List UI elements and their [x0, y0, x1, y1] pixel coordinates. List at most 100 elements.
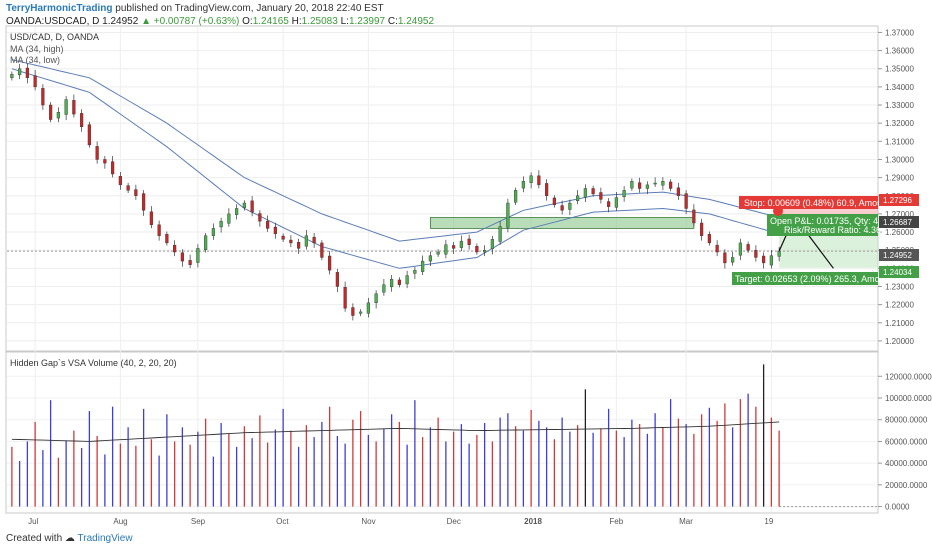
symbol-header: OANDA:USDCAD, D 1.24952 ▲ +0.00787 (+0.6…: [6, 16, 434, 27]
time-tick-label: 2018: [524, 517, 542, 526]
candle-body: [777, 250, 781, 257]
chart-title: USD/CAD, D, OANDA: [10, 32, 99, 42]
candle-body: [281, 235, 285, 240]
time-tick-label: 19: [764, 517, 773, 526]
candle-body: [614, 197, 618, 208]
volume-ma-line: [11, 421, 780, 442]
candle-body: [638, 182, 642, 189]
candle-body: [599, 192, 603, 200]
ma-high-line: [11, 59, 780, 242]
candle-body: [413, 269, 417, 274]
candle-body: [428, 255, 432, 262]
volume-tick-label: 80000.0000: [885, 416, 928, 425]
candle-body: [382, 284, 386, 293]
candle-body: [33, 75, 37, 88]
entry-price-text: 1.26687: [883, 218, 912, 227]
candle-body: [211, 228, 215, 236]
price-tick-label: 1.34000: [885, 83, 914, 92]
author-link[interactable]: TerryHarmonicTrading: [6, 3, 113, 14]
price-tick-label: 1.30000: [885, 155, 914, 164]
candle-body: [304, 235, 308, 247]
candle-body: [397, 279, 401, 285]
low-value: 1.23997: [348, 16, 386, 27]
candle-body: [188, 260, 192, 265]
legend-ma-low: MA (34, low): [10, 55, 60, 65]
volume-axis: 120000.0000 100000.0000 80000.0000 60000.00…: [878, 372, 932, 512]
price-tick-label: 1.33000: [885, 101, 914, 110]
stop-price-tag: [879, 194, 919, 206]
volume-bars: [11, 364, 877, 508]
time-tick-label: Aug: [113, 517, 127, 526]
last-price-text: 1.24952: [883, 251, 912, 260]
candle-body: [405, 275, 409, 285]
time-tick-label: Jul: [28, 517, 38, 526]
open-pl-box: [767, 214, 878, 236]
stop-marker-icon[interactable]: [773, 206, 783, 216]
candle-body: [715, 244, 719, 253]
time-tick-label: Sep: [191, 517, 206, 526]
candle-body: [273, 226, 277, 235]
candle-body: [769, 255, 773, 266]
price-change: ▲ +0.00787 (+0.63%): [141, 16, 240, 27]
candle-body: [335, 272, 339, 287]
candle-body: [173, 244, 177, 253]
entry-price-tag: [879, 216, 919, 228]
candle-body: [669, 181, 673, 189]
target-label-box: [732, 272, 878, 285]
candle-body: [343, 287, 347, 309]
stop-label: Stop: 0.00609 (0.48%) 60.9, Amoun: [744, 198, 887, 208]
candle-body: [738, 242, 742, 256]
high-value: 1.25083: [301, 16, 338, 27]
candle-body: [475, 246, 479, 253]
support-zone: [429, 217, 695, 229]
price-tick-label: 1.21000: [885, 319, 914, 328]
price-tick-label: 1.35000: [885, 65, 914, 74]
candle-body: [149, 211, 153, 225]
candle-body: [436, 251, 440, 255]
price-tick-label: 1.36000: [885, 47, 914, 56]
candle-body: [514, 190, 518, 203]
candle-body: [661, 181, 665, 186]
candle-body: [545, 183, 549, 196]
price-pane-frame: [5, 25, 879, 352]
candle-body: [684, 193, 688, 209]
price-tick-label: 1.27000: [885, 210, 914, 219]
candle-body: [165, 234, 169, 244]
volume-tick-label: 100000.0000: [885, 394, 932, 403]
candle-body: [64, 99, 68, 115]
candle-body: [723, 252, 727, 264]
candle-body: [312, 236, 316, 244]
candle-body: [490, 239, 494, 249]
candle-body: [250, 200, 254, 213]
target-label: Target: 0.02653 (2.09%) 265.3, Amoun: [735, 274, 890, 284]
symbol-label: OANDA:USDCAD, D: [6, 16, 100, 27]
volume-tick-label: 120000.0000: [885, 372, 932, 381]
candle-body: [467, 238, 471, 245]
open-label: O:: [242, 16, 253, 27]
candle-body: [390, 279, 394, 288]
candle-body: [242, 202, 246, 208]
last-price: 1.24952: [102, 16, 139, 27]
candle-body: [583, 188, 587, 198]
candle-body: [498, 226, 502, 242]
candle-body: [142, 193, 146, 211]
candle-body: [111, 161, 115, 175]
time-tick-label: Nov: [361, 517, 375, 526]
candle-body: [320, 242, 324, 258]
candle-body: [180, 252, 184, 262]
candle-body: [622, 190, 626, 198]
candle-body: [700, 222, 704, 236]
candle-body: [49, 104, 53, 120]
publish-header: TerryHarmonicTrading published on Tradin…: [6, 3, 384, 14]
zones: [7, 208, 878, 268]
candle-body: [289, 239, 293, 244]
low-label: L:: [340, 16, 349, 27]
candle-body: [568, 202, 572, 210]
tradingview-link[interactable]: TradingView: [77, 533, 133, 544]
candle-body: [72, 100, 76, 115]
candle-body: [351, 307, 355, 316]
candle-body: [762, 255, 766, 264]
candle-body: [731, 257, 735, 263]
candle-body: [552, 197, 556, 206]
